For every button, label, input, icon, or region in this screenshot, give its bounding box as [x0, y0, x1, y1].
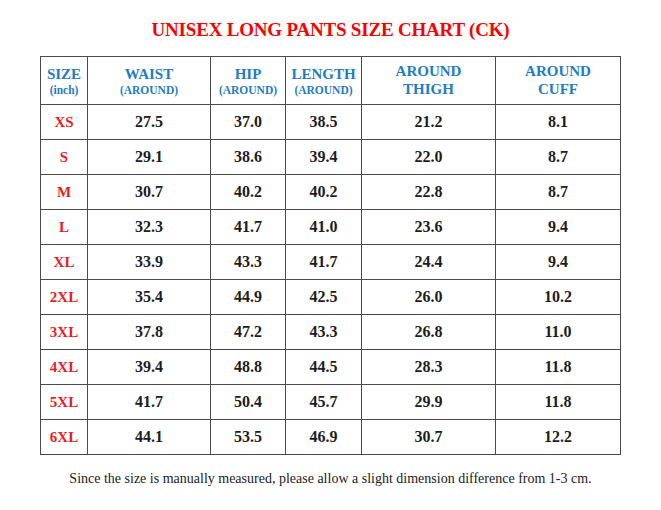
thigh-value-cell: 29.9 — [362, 385, 496, 420]
length-value-cell: 45.7 — [286, 385, 362, 420]
waist-value-cell: 33.9 — [88, 245, 211, 280]
length-value-cell: 41.0 — [286, 210, 362, 245]
waist-value-cell: 35.4 — [88, 280, 211, 315]
hip-value-cell: 40.2 — [211, 175, 286, 210]
table-row: XS 27.5 37.0 38.5 21.2 8.1 — [41, 105, 621, 140]
table-row: 5XL 41.7 50.4 45.7 29.9 11.8 — [41, 385, 621, 420]
hip-value-cell: 43.3 — [211, 245, 286, 280]
length-value-cell: 43.3 — [286, 315, 362, 350]
thigh-value-cell: 26.0 — [362, 280, 496, 315]
cuff-value-cell: 9.4 — [496, 245, 621, 280]
column-header-waist: WAIST (AROUND) — [88, 57, 211, 105]
header-row: SIZE (inch) WAIST (AROUND) HIP (AROUND) … — [41, 57, 621, 105]
cuff-value-cell: 10.2 — [496, 280, 621, 315]
waist-value-cell: 37.8 — [88, 315, 211, 350]
size-cell: 5XL — [41, 385, 88, 420]
cuff-value-cell: 8.7 — [496, 175, 621, 210]
column-header-waist-sublabel: (AROUND) — [88, 83, 210, 97]
thigh-value-cell: 22.8 — [362, 175, 496, 210]
hip-value-cell: 48.8 — [211, 350, 286, 385]
thigh-value-cell: 30.7 — [362, 420, 496, 455]
waist-value-cell: 39.4 — [88, 350, 211, 385]
column-header-cuff-label-line2: CUFF — [496, 80, 620, 99]
hip-value-cell: 44.9 — [211, 280, 286, 315]
hip-value-cell: 47.2 — [211, 315, 286, 350]
waist-value-cell: 44.1 — [88, 420, 211, 455]
length-value-cell: 42.5 — [286, 280, 362, 315]
table-row: XL 33.9 43.3 41.7 24.4 9.4 — [41, 245, 621, 280]
thigh-value-cell: 24.4 — [362, 245, 496, 280]
column-header-around-cuff: AROUND CUFF — [496, 57, 621, 105]
column-header-size-label: SIZE — [41, 65, 87, 83]
length-value-cell: 40.2 — [286, 175, 362, 210]
table-row: 2XL 35.4 44.9 42.5 26.0 10.2 — [41, 280, 621, 315]
column-header-size-sublabel: (inch) — [41, 83, 87, 97]
thigh-value-cell: 28.3 — [362, 350, 496, 385]
cuff-value-cell: 12.2 — [496, 420, 621, 455]
table-header: SIZE (inch) WAIST (AROUND) HIP (AROUND) … — [41, 57, 621, 105]
size-chart-table: SIZE (inch) WAIST (AROUND) HIP (AROUND) … — [40, 56, 621, 455]
hip-value-cell: 37.0 — [211, 105, 286, 140]
column-header-around-thigh: AROUND THIGH — [362, 57, 496, 105]
column-header-length-sublabel: (AROUND) — [286, 83, 361, 97]
size-cell: 3XL — [41, 315, 88, 350]
cuff-value-cell: 11.0 — [496, 315, 621, 350]
size-cell: XL — [41, 245, 88, 280]
thigh-value-cell: 21.2 — [362, 105, 496, 140]
cuff-value-cell: 8.1 — [496, 105, 621, 140]
footnote: Since the size is manually measured, ple… — [0, 471, 661, 487]
hip-value-cell: 38.6 — [211, 140, 286, 175]
size-cell: 4XL — [41, 350, 88, 385]
table-row: 4XL 39.4 48.8 44.5 28.3 11.8 — [41, 350, 621, 385]
length-value-cell: 46.9 — [286, 420, 362, 455]
length-value-cell: 38.5 — [286, 105, 362, 140]
table-row: L 32.3 41.7 41.0 23.6 9.4 — [41, 210, 621, 245]
cuff-value-cell: 9.4 — [496, 210, 621, 245]
hip-value-cell: 53.5 — [211, 420, 286, 455]
table-body: XS 27.5 37.0 38.5 21.2 8.1 S 29.1 38.6 3… — [41, 105, 621, 455]
size-cell: 6XL — [41, 420, 88, 455]
column-header-hip-label: HIP — [211, 65, 285, 83]
hip-value-cell: 50.4 — [211, 385, 286, 420]
waist-value-cell: 27.5 — [88, 105, 211, 140]
column-header-thigh-label-line2: THIGH — [362, 80, 495, 99]
table-row: 6XL 44.1 53.5 46.9 30.7 12.2 — [41, 420, 621, 455]
size-cell: L — [41, 210, 88, 245]
size-cell: XS — [41, 105, 88, 140]
length-value-cell: 44.5 — [286, 350, 362, 385]
size-cell: S — [41, 140, 88, 175]
waist-value-cell: 41.7 — [88, 385, 211, 420]
table-row: S 29.1 38.6 39.4 22.0 8.7 — [41, 140, 621, 175]
thigh-value-cell: 22.0 — [362, 140, 496, 175]
table-row: 3XL 37.8 47.2 43.3 26.8 11.0 — [41, 315, 621, 350]
column-header-hip-sublabel: (AROUND) — [211, 83, 285, 97]
column-header-waist-label: WAIST — [88, 65, 210, 83]
cuff-value-cell: 11.8 — [496, 385, 621, 420]
size-chart-page: UNISEX LONG PANTS SIZE CHART (CK) SIZE (… — [0, 0, 661, 510]
waist-value-cell: 30.7 — [88, 175, 211, 210]
thigh-value-cell: 26.8 — [362, 315, 496, 350]
size-cell: 2XL — [41, 280, 88, 315]
thigh-value-cell: 23.6 — [362, 210, 496, 245]
column-header-hip: HIP (AROUND) — [211, 57, 286, 105]
length-value-cell: 39.4 — [286, 140, 362, 175]
table-row: M 30.7 40.2 40.2 22.8 8.7 — [41, 175, 621, 210]
column-header-cuff-label-line1: AROUND — [496, 62, 620, 80]
length-value-cell: 41.7 — [286, 245, 362, 280]
hip-value-cell: 41.7 — [211, 210, 286, 245]
cuff-value-cell: 11.8 — [496, 350, 621, 385]
page-title: UNISEX LONG PANTS SIZE CHART (CK) — [0, 18, 661, 41]
column-header-length: LENGTH (AROUND) — [286, 57, 362, 105]
size-cell: M — [41, 175, 88, 210]
column-header-size: SIZE (inch) — [41, 57, 88, 105]
waist-value-cell: 29.1 — [88, 140, 211, 175]
waist-value-cell: 32.3 — [88, 210, 211, 245]
column-header-thigh-label-line1: AROUND — [362, 62, 495, 80]
cuff-value-cell: 8.7 — [496, 140, 621, 175]
column-header-length-label: LENGTH — [286, 65, 361, 83]
